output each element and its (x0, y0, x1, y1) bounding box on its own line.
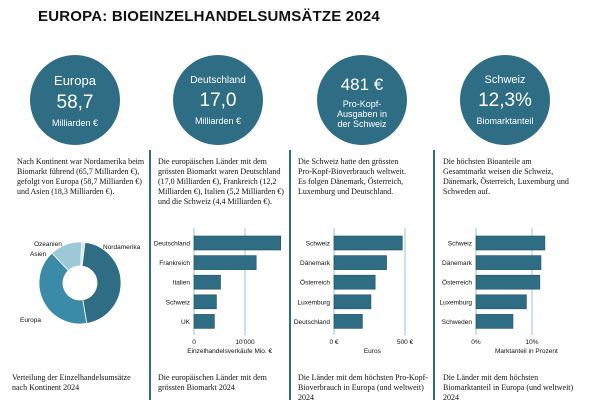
donut-label: Ozeanien (34, 241, 62, 248)
donut-slice-europa (38, 252, 88, 325)
bar-deutschland (333, 314, 363, 329)
bar-österreich (333, 274, 376, 290)
category-label: Italien (173, 280, 191, 287)
tick-label: 0 € (329, 339, 338, 346)
donut-label: Asien (30, 251, 47, 258)
bar-schweiz (193, 294, 217, 310)
tick-label: 10% (525, 339, 538, 346)
category-label: Dänemark (442, 260, 473, 267)
bar-italien (193, 274, 221, 290)
bar-schweiz (333, 235, 403, 251)
caption: Verteilung der Einzelhandelsumsätze nach… (12, 373, 131, 392)
bar-schweden (475, 314, 514, 329)
donut-slice-nordamerika (81, 241, 122, 324)
caption: Die europäischen Länder mit dem grössten… (158, 373, 267, 392)
kpi-unit: Milliarden € (194, 115, 242, 126)
tick-label: 0% (471, 339, 481, 346)
category-label: Schweiz (166, 299, 190, 306)
column-divider (149, 150, 151, 400)
kpi-label: Deutschland (190, 74, 246, 86)
axis-title: Einzelhandelsverkäufe Mio. € (187, 348, 272, 355)
axis-title: Marktanteil in Prozent (495, 348, 558, 355)
category-label: Schweiz (448, 241, 472, 248)
kpi-unit: Biomarktanteil (476, 116, 534, 126)
donut-slice-ozeanien (80, 241, 86, 267)
bar-schweiz (475, 235, 546, 251)
bar-uk (193, 314, 215, 329)
kpi-pro-kopf: 481 € Pro-Kopf-Ausgaben in der Schweiz (317, 55, 407, 145)
axis-title: Euros (364, 348, 382, 355)
kpi-unit: Milliarden € (51, 117, 99, 128)
donut-label: Europa (20, 317, 41, 324)
bar-deutschland (193, 235, 281, 251)
category-label: Schweiz (306, 241, 330, 248)
category-label: Luxemburg (297, 299, 330, 306)
bar-luxemburg (475, 294, 527, 310)
category-label: Dänemark (300, 260, 331, 267)
category-label: Schweden (442, 319, 473, 326)
caption: Die Länder mit dem höchsten Biomarktante… (443, 373, 574, 402)
donut-label: Nordamerika (103, 244, 141, 251)
description-text: Die höchsten Bioanteile am Gesamtmarkt w… (443, 157, 569, 196)
kpi-label: 481 € (340, 75, 384, 94)
kpi-value: 17,0 (199, 89, 237, 111)
bar-dänemark (475, 255, 542, 270)
tick-label: 0 (192, 339, 196, 346)
category-label: UK (181, 319, 191, 326)
kpi-europa: Europa 58,7 Milliarden € (30, 55, 120, 145)
caption: Die Länder mit dem höchsten Pro-Kopf-Bio… (298, 373, 428, 402)
column-divider (433, 150, 435, 400)
category-label: Österreich (442, 279, 472, 287)
category-label: Luxemburg (439, 299, 472, 306)
kpi-label: Schweiz (484, 74, 526, 86)
description-text: Die Schweiz hatte den grössten Pro-Kopf-… (298, 157, 406, 196)
category-label: Deutschland (294, 319, 331, 326)
kpi-deutschland: Deutschland 17,0 Milliarden € (173, 55, 263, 145)
page-title: EUROPA: BIOEINZELHANDELSUMSÄTZE 2024 (38, 8, 380, 25)
kpi-value: 12,3% (478, 90, 532, 111)
bar-luxemburg (333, 294, 372, 310)
tick-label: 10'000 (235, 339, 255, 346)
description-text: Nach Kontinent war Nordamerika beim Biom… (17, 157, 145, 196)
bar-frankreich (193, 255, 257, 270)
description-text: Die europäischen Länder mit dem grössten… (158, 157, 284, 206)
kpi-unit: Pro-Kopf-Ausgaben in der Schweiz (336, 99, 388, 129)
category-label: Deutschland (154, 241, 191, 248)
kpi-value: 58,7 (56, 91, 94, 113)
tick-label: 500 € (397, 339, 414, 346)
column-divider (289, 150, 291, 400)
category-label: Frankreich (159, 260, 190, 267)
kpi-label: Europa (54, 72, 96, 88)
bar-österreich (475, 274, 541, 290)
category-label: Österreich (300, 279, 330, 287)
kpi-schweiz: Schweiz 12,3% Biomarktanteil (460, 55, 550, 145)
bar-dänemark (333, 255, 387, 270)
